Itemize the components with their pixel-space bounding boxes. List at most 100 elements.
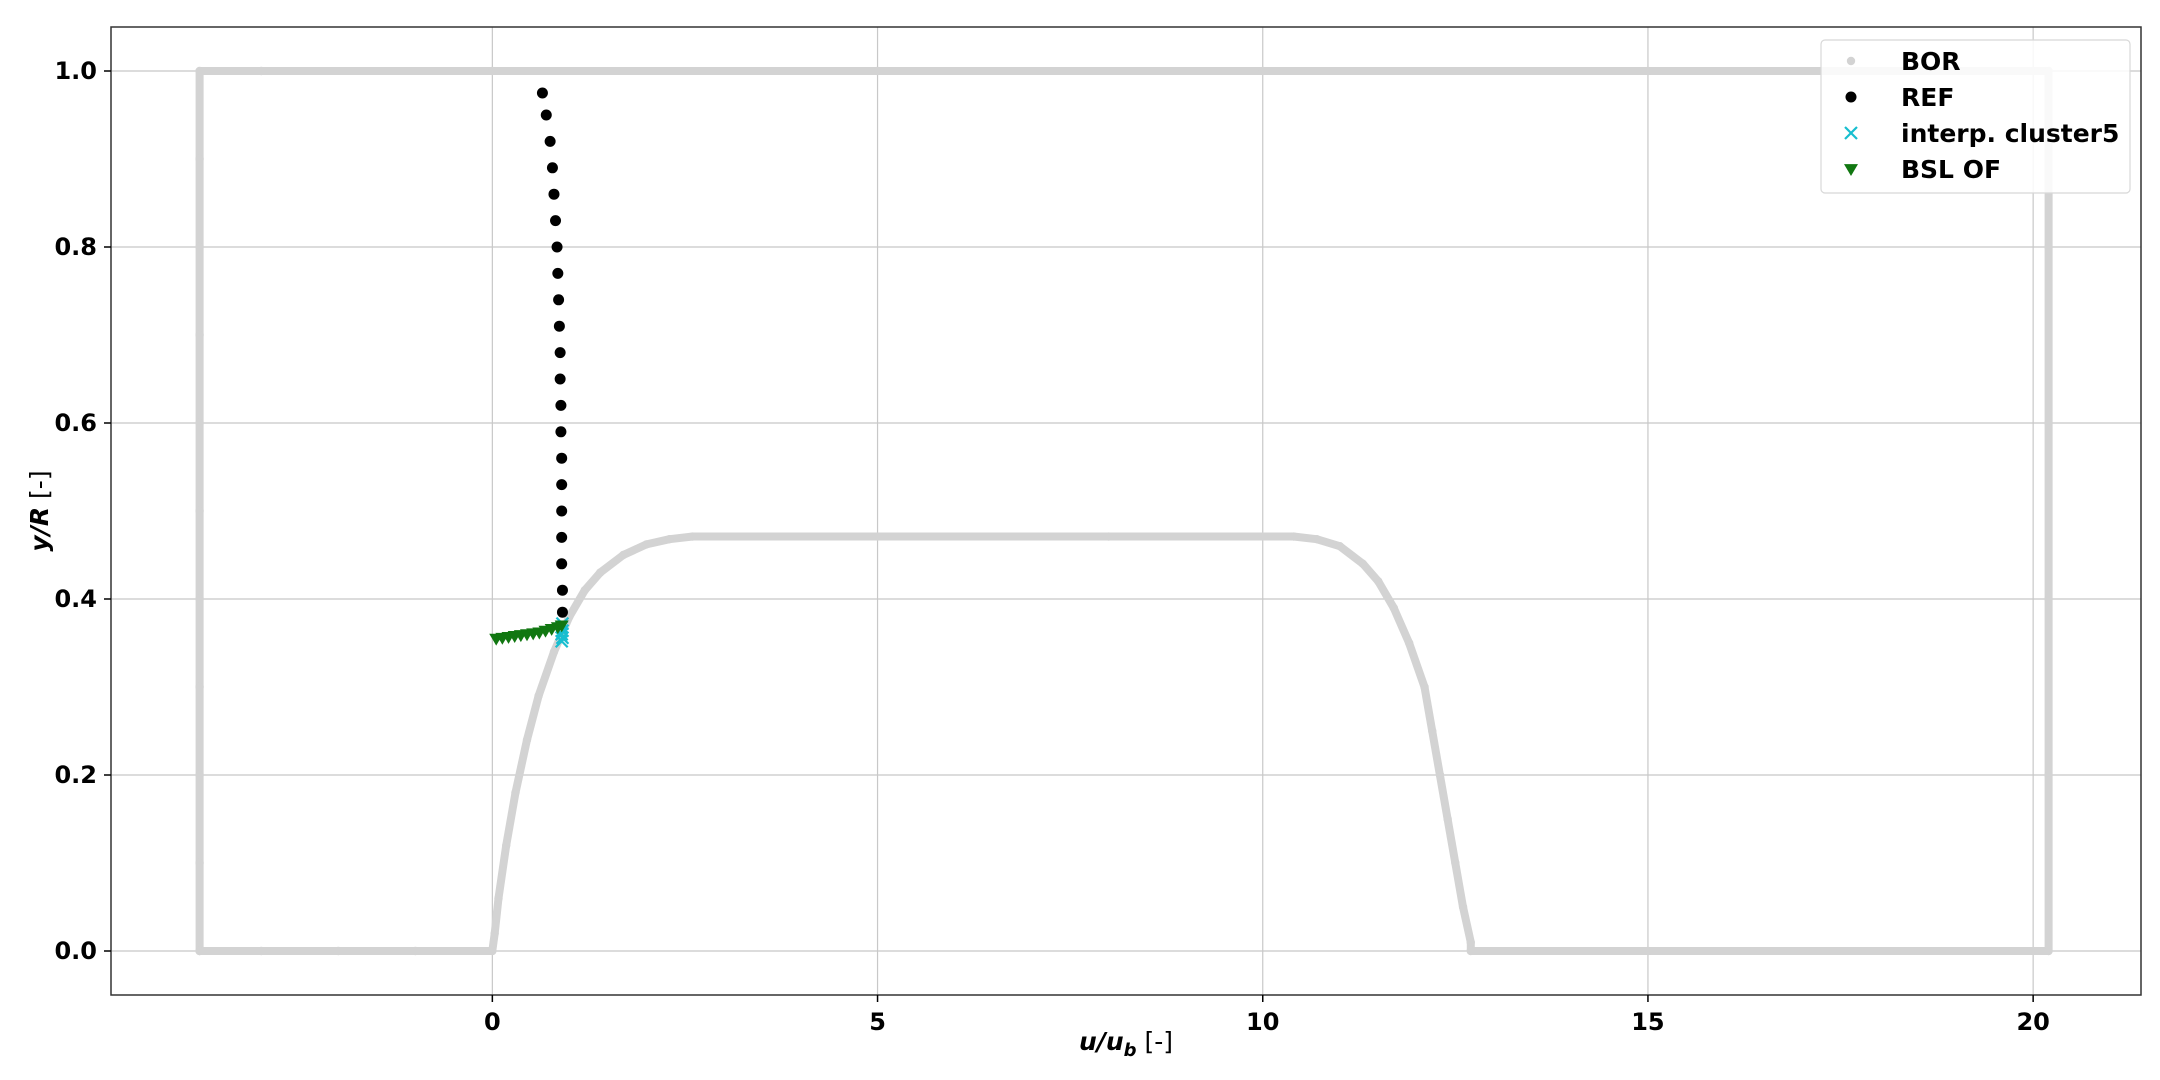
bor-point	[522, 735, 532, 744]
bor-point	[195, 330, 204, 340]
bor-point	[1420, 682, 1429, 692]
ref-point	[556, 606, 568, 618]
y-axis-label: y/R [-]	[25, 470, 54, 551]
ref-point	[555, 399, 567, 411]
ticks: 0 5 10 15 20 0.0 0.2 0.4 0.6 0.8 1.0	[54, 57, 2049, 1036]
ref-point	[536, 87, 548, 99]
ref-point	[554, 373, 566, 385]
ref-point	[540, 109, 552, 121]
bor-point	[1643, 66, 1653, 76]
ref-point	[544, 135, 556, 147]
bor-point	[549, 647, 559, 656]
y-tick-label: 1.0	[54, 57, 97, 85]
bor-point	[1335, 542, 1344, 551]
bor-point	[195, 242, 204, 252]
bor-point	[502, 841, 511, 850]
bor-point	[534, 691, 543, 700]
bor-point	[1458, 902, 1468, 912]
legend-box	[1820, 39, 2131, 194]
bor-point	[1443, 814, 1452, 824]
bor-point	[1435, 770, 1445, 780]
x-tick-label: 20	[2016, 1008, 2049, 1036]
bor-point	[195, 946, 204, 956]
ref-point	[551, 241, 563, 253]
plot-frame	[110, 26, 2142, 996]
bor-point	[195, 770, 204, 780]
bor-point	[195, 418, 204, 428]
ref-point	[556, 531, 568, 543]
bor-point	[1258, 66, 1267, 76]
bor-point	[1466, 946, 1475, 956]
bor-point	[195, 66, 204, 76]
bor-point	[1466, 938, 1475, 947]
series-bsl-of	[489, 620, 569, 646]
x-tick-label: 15	[1631, 1008, 1664, 1036]
ref-point	[556, 479, 568, 491]
bor-point	[257, 66, 266, 76]
bor-point	[195, 154, 204, 164]
ref-point	[553, 320, 565, 332]
bor-point	[688, 532, 697, 541]
bor-point	[1451, 858, 1460, 868]
ref-point	[550, 215, 562, 227]
ref-point	[556, 584, 568, 596]
ref-point	[552, 267, 564, 279]
bor-point	[2044, 770, 2053, 780]
y-tick-label: 0.8	[54, 233, 97, 261]
bor-point	[1643, 946, 1653, 956]
x-tick-label: 10	[1246, 1008, 1279, 1036]
bor-point	[1428, 726, 1437, 736]
bor-point	[488, 66, 497, 76]
bor-point	[195, 506, 204, 516]
ref-point	[548, 188, 560, 200]
bor-point	[490, 929, 499, 938]
legend-label-interp-cluster5: interp. cluster5	[1901, 119, 2119, 148]
legend: BOR REF interp. cluster5 BSL OF	[1820, 39, 2131, 194]
bor-point	[511, 788, 520, 797]
bor-point	[873, 532, 882, 541]
bor-point	[488, 946, 497, 956]
bor-point	[665, 534, 674, 544]
bor-point	[494, 894, 503, 903]
bor-point	[619, 550, 628, 560]
x-tick-label: 0	[484, 1008, 501, 1036]
legend-label-bor: BOR	[1901, 47, 1961, 76]
x-axis-label: u/ub [-]	[1079, 1027, 1173, 1061]
bor-point	[1358, 559, 1368, 568]
bor-point	[195, 682, 204, 692]
bor-point	[1404, 638, 1414, 648]
ref-point	[556, 452, 568, 464]
bor-point	[1389, 603, 1398, 612]
bor-point	[195, 858, 204, 868]
ref-point	[556, 558, 568, 570]
bsl-of-point	[554, 620, 569, 633]
ref-point	[554, 347, 566, 359]
legend-label-ref: REF	[1901, 83, 1954, 112]
bor-point	[580, 586, 589, 595]
ref-point	[553, 294, 565, 306]
x-tick-label: 5	[869, 1008, 886, 1036]
y-tick-label: 0.0	[54, 937, 97, 965]
legend-marker-bor	[1846, 56, 1856, 66]
bor-point	[1312, 534, 1321, 544]
ref-point	[556, 505, 568, 517]
plot-background	[111, 27, 2141, 995]
bor-point	[873, 66, 882, 76]
bor-point	[1374, 577, 1383, 586]
series-layer	[195, 66, 2053, 956]
bor-point	[2044, 594, 2053, 604]
bor-point	[257, 946, 266, 956]
bor-point	[2044, 946, 2053, 956]
y-tick-label: 0.4	[54, 585, 97, 613]
bor-point	[596, 568, 605, 577]
ref-point	[546, 162, 558, 174]
bor-point	[2044, 418, 2053, 428]
bor-point	[2044, 242, 2053, 252]
legend-marker-bsl-of	[1844, 164, 1858, 176]
series-ref	[536, 87, 568, 618]
series-bor	[195, 66, 2053, 956]
legend-markers	[1844, 56, 1858, 176]
bor-point	[411, 946, 420, 956]
bor-point	[1104, 532, 1113, 541]
